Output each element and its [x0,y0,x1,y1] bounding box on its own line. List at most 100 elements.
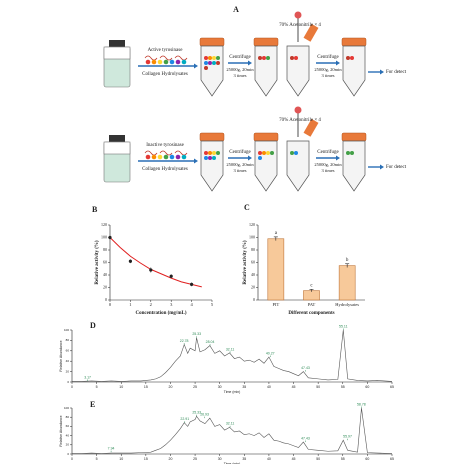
peptide-squiggle [144,150,188,156]
significance-letter: c [310,284,313,289]
x-tick-label: PIT [272,302,279,307]
step-text: 25000g, 20min [314,162,342,168]
y-tick-label: 0 [67,452,69,456]
panel-label: D [90,321,96,330]
tube-content [208,151,212,155]
y-tick-label: 120 [101,222,107,227]
y-tick-label: 40 [66,359,70,363]
y-tick-label: 0 [253,297,255,302]
tube-content [216,61,220,65]
hydrolysate-dot [163,59,169,65]
tube-content [208,61,212,65]
bottle-cap [109,135,125,142]
y-tick-label: 60 [103,259,107,264]
tube-cap [341,132,367,142]
x-tick-label: 2 [150,302,152,307]
step-text: 3 times [233,73,246,78]
step-text: Active tyrosinase [148,48,184,53]
x-tick-label: 15 [144,385,148,389]
peptide-squiggle [144,55,188,61]
panel-label: E [90,400,95,409]
tube-content [262,56,266,60]
tube-content [350,151,354,155]
peak-label: 32.11 [226,422,235,426]
x-tick-label: 65 [390,457,394,461]
bottle-cap [109,40,125,47]
peak-label: 7.94 [108,447,115,451]
x-tick-label: 65 [390,385,394,389]
step-text: Collagen Hydrolysates [142,167,188,172]
bar [267,238,285,301]
y-axis-label: Relative activity (%) [243,240,248,284]
y-axis-label: Relative Abundance [59,415,63,446]
x-tick-label: 5 [96,457,98,461]
x-axis-label: Concentration (mg/mL) [136,311,187,316]
panel-label: A [233,5,239,14]
step-text: 3 times [321,73,334,78]
x-axis-label: Time (min) [224,390,241,394]
tube-content [216,56,220,60]
x-tick-label: 5 [96,385,98,389]
data-point [149,268,153,272]
x-tick-label: Hydrolysates [335,302,359,307]
x-tick-label: 60 [365,385,369,389]
hydrolysate-dot [145,59,151,65]
fit-curve [109,237,202,288]
x-tick-label: 30 [218,385,222,389]
tube-content [204,151,208,155]
hydrolysate-dot [151,59,157,65]
y-tick-label: 100 [101,234,107,239]
peak-label: 25.33 [192,332,201,336]
x-tick-label: 40 [267,385,271,389]
y-tick-label: 20 [66,369,70,373]
peak-label: 25.33 [192,411,201,415]
x-tick-label: 10 [119,457,123,461]
arrow-head [194,158,198,164]
peak-label: 40.27 [266,351,275,355]
tube-content [350,56,354,60]
peak-label: 22.91 [180,417,189,421]
tube-cap [199,37,225,47]
tube-content [212,56,216,60]
x-tick-label: 4 [190,302,193,307]
y-tick-label: 100 [64,328,69,332]
x-tick-label: 10 [119,385,123,389]
x-tick-label: 0 [71,457,73,461]
y-tick-label: 40 [103,272,107,277]
y-tick-label: 80 [66,338,70,342]
x-tick-label: 40 [267,457,271,461]
peak-label: 47.43 [301,366,310,370]
step-text: 3 times [233,168,246,173]
y-axis-label: Relative Abundance [59,340,63,371]
peak-label: 32.11 [226,347,235,351]
tube-content [262,151,266,155]
data-point [190,282,194,286]
tube-content [294,56,298,60]
panel-label: B [92,205,98,214]
tube-cap [253,37,279,47]
tube-content [294,151,298,155]
x-tick-label: 20 [169,385,173,389]
tube-body [200,45,224,97]
x-tick-label: PAT [308,302,316,307]
tube-content [204,66,208,70]
tube-content [346,56,350,60]
bar [303,290,320,301]
y-tick-label: 20 [66,443,70,447]
y-tick-label: 20 [251,284,255,289]
y-tick-label: 100 [64,406,69,410]
step-text: Centrifuge [229,55,251,60]
x-tick-label: 45 [292,385,296,389]
tube-lid [303,118,319,137]
tube-body [200,140,224,192]
x-tick-label: 30 [218,457,222,461]
x-tick-label: 1 [129,302,131,307]
tube-lid [303,23,319,42]
tube-content [266,56,270,60]
step-text: 25000g, 20min [314,67,342,73]
peak-label: 28.04 [206,340,215,344]
tube-body [342,140,366,192]
significance-letter: a [275,231,278,236]
hydrolysate-dot [145,154,151,160]
chromatogram [72,407,393,454]
